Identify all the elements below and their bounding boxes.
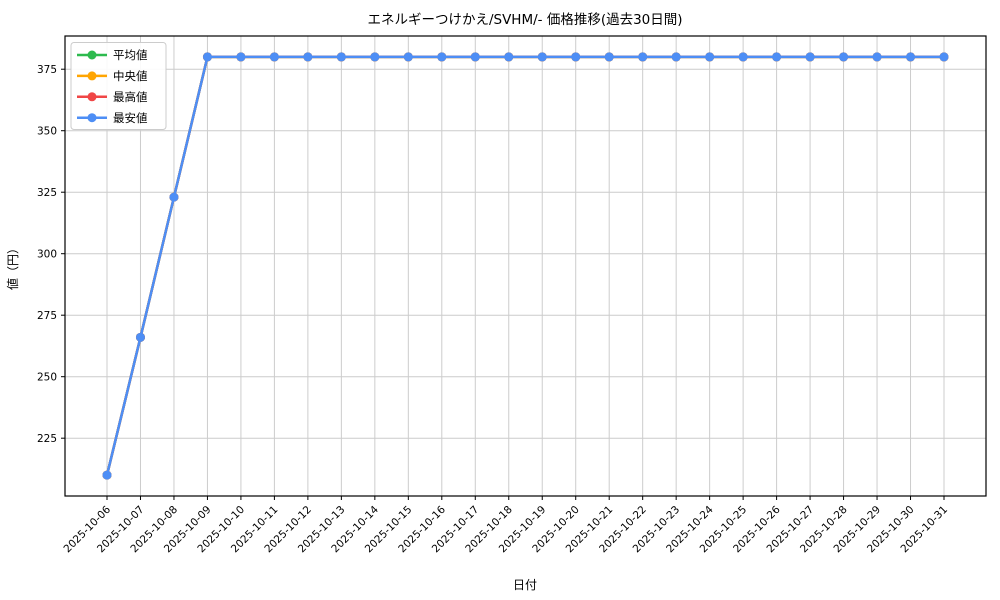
y-axis-label: 値（円） bbox=[5, 242, 20, 290]
data-point-marker bbox=[571, 52, 581, 62]
legend-item-max: 最高値 bbox=[77, 90, 148, 104]
data-point-marker bbox=[437, 52, 447, 62]
data-point-marker bbox=[269, 52, 279, 62]
legend-box bbox=[70, 42, 167, 130]
spines bbox=[64, 35, 987, 497]
plot-border bbox=[64, 35, 987, 497]
y-tick-label: 350 bbox=[37, 126, 57, 138]
data-point-marker bbox=[872, 52, 882, 62]
data-point-marker bbox=[939, 52, 949, 62]
legend-label: 最安値 bbox=[113, 111, 148, 125]
legend-item-average: 平均値 bbox=[77, 48, 148, 62]
data-point-marker bbox=[135, 332, 145, 342]
y-tick-label: 225 bbox=[37, 433, 57, 445]
series-max bbox=[102, 52, 949, 480]
series-min bbox=[102, 52, 949, 480]
legend-marker bbox=[87, 92, 97, 102]
data-point-marker bbox=[671, 52, 681, 62]
legend-marker bbox=[87, 113, 97, 123]
data-point-marker bbox=[370, 52, 380, 62]
legend-marker bbox=[87, 50, 97, 60]
series-line-max bbox=[105, 55, 944, 476]
data-point-marker bbox=[403, 52, 413, 62]
data-point-marker bbox=[738, 52, 748, 62]
legend-item-median: 中央値 bbox=[77, 69, 148, 83]
data-point-marker bbox=[202, 52, 212, 62]
series-average bbox=[102, 52, 949, 480]
data-point-marker bbox=[839, 52, 849, 62]
legend-label: 最高値 bbox=[113, 90, 148, 104]
data-point-marker bbox=[336, 52, 346, 62]
data-point-marker bbox=[772, 52, 782, 62]
data-point-marker bbox=[169, 192, 179, 202]
y-tick-label: 275 bbox=[37, 310, 57, 322]
data-point-marker bbox=[604, 52, 614, 62]
legend-label: 平均値 bbox=[113, 48, 148, 62]
data-point-marker bbox=[537, 52, 547, 62]
series-line-median bbox=[105, 55, 944, 476]
x-axis-label: 日付 bbox=[513, 578, 537, 592]
data-point-marker bbox=[705, 52, 715, 62]
gridlines bbox=[65, 36, 986, 496]
data-point-marker bbox=[805, 52, 815, 62]
data-point-marker bbox=[303, 52, 313, 62]
series bbox=[102, 52, 949, 480]
legend-marker bbox=[87, 71, 97, 81]
data-point-marker bbox=[504, 52, 514, 62]
y-tick-label: 325 bbox=[37, 187, 57, 199]
data-point-marker bbox=[906, 52, 916, 62]
y-tick-label: 375 bbox=[37, 64, 57, 76]
series-median bbox=[102, 52, 949, 480]
chart-title: エネルギーつけかえ/SVHM/- 価格推移(過去30日間) bbox=[367, 12, 682, 28]
legend-item-min: 最安値 bbox=[77, 111, 148, 125]
series-line-min bbox=[105, 55, 944, 476]
series-line-average bbox=[105, 55, 944, 476]
data-point-marker bbox=[470, 52, 480, 62]
data-point-marker bbox=[102, 470, 112, 480]
data-point-marker bbox=[236, 52, 246, 62]
data-point-marker bbox=[638, 52, 648, 62]
y-tick-label: 250 bbox=[37, 371, 57, 383]
y-tick-label: 300 bbox=[37, 249, 57, 261]
legend-label: 中央値 bbox=[113, 69, 148, 83]
